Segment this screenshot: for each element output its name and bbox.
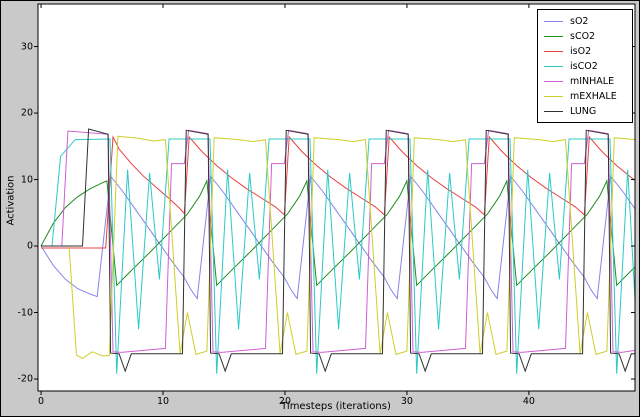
legend: sO2 sCO2 isO2 isCO2 mINHALE mEXHALE LUNG: [537, 9, 633, 123]
legend-label: sO2: [570, 16, 589, 27]
axes-spines: [37, 3, 636, 392]
legend-entry-sO2: sO2: [538, 14, 632, 29]
y-tick-label: -10: [17, 307, 33, 319]
x-tick-label: 20: [278, 396, 292, 407]
series-line-isCO2: [41, 138, 636, 374]
x-tick-label: 30: [400, 396, 413, 407]
series-line-mEXHALE: [41, 135, 636, 359]
legend-label: LUNG: [570, 106, 597, 117]
series-line-sO2: [40, 174, 636, 300]
y-tick-label: 30: [20, 41, 33, 53]
y-tick-label: -20: [17, 373, 33, 385]
legend-label: sCO2: [570, 31, 596, 42]
legend-line-swatch: [544, 111, 563, 112]
y-tick-label: 10: [20, 174, 33, 186]
legend-line-swatch: [544, 96, 563, 97]
legend-label: isCO2: [570, 61, 598, 72]
legend-line-swatch: [544, 51, 563, 52]
plot-area: [38, 4, 635, 391]
x-axis-title: Timesteps (iterations): [281, 401, 391, 412]
legend-line-swatch: [544, 36, 563, 37]
legend-entry-mEXHALE: mEXHALE: [538, 89, 632, 104]
legend-entry-LUNG: LUNG: [538, 104, 632, 119]
legend-entry-isCO2: isCO2: [538, 59, 632, 74]
legend-line-swatch: [544, 66, 563, 67]
legend-label: mINHALE: [570, 76, 615, 87]
legend-line-swatch: [544, 21, 563, 22]
series-line-mINHALE: [41, 129, 636, 353]
y-tick-label: 20: [20, 107, 33, 119]
legend-label: isO2: [570, 46, 592, 57]
x-tick-label: 10: [156, 396, 170, 407]
y-tick-label: 0: [26, 240, 33, 252]
x-tick-label: 0: [38, 396, 45, 407]
legend-entry-isO2: isO2: [538, 44, 632, 59]
y-axis-title: Activation: [5, 175, 17, 226]
legend-label: mEXHALE: [570, 91, 617, 102]
legend-entry-sCO2: sCO2: [538, 29, 632, 44]
legend-line-swatch: [544, 81, 563, 82]
series-line-LUNG: [41, 128, 635, 373]
x-tick-label: 40: [522, 396, 535, 407]
legend-entry-mINHALE: mINHALE: [538, 74, 632, 89]
